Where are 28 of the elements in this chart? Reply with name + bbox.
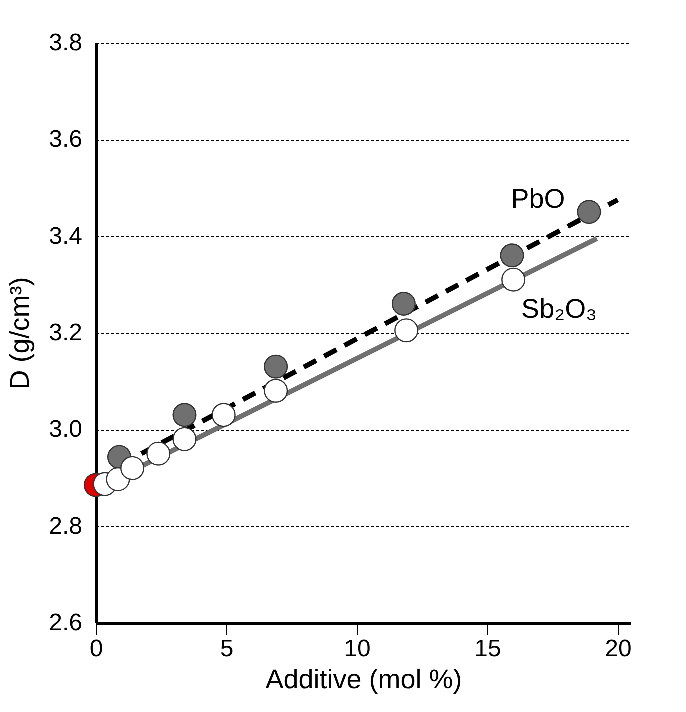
- y-tick-label: 3.6: [49, 126, 82, 154]
- y-tick-label: 3.2: [49, 320, 82, 346]
- y-tick-label: 2.6: [49, 610, 82, 636]
- y-tick-label: 2.8: [49, 512, 82, 540]
- y-tick-label: 3.4: [49, 222, 82, 250]
- point: [146, 442, 171, 466]
- point: [264, 354, 288, 379]
- point: [502, 268, 526, 292]
- point: [172, 403, 197, 428]
- series-label: PbO: [511, 184, 566, 214]
- x-tick-label: 5: [220, 636, 234, 662]
- point: [392, 292, 416, 316]
- y-tick-label: 3.0: [49, 416, 82, 444]
- point: [577, 200, 602, 224]
- point: [212, 403, 236, 428]
- point: [264, 379, 288, 403]
- x-axis-title: Additive (mol %): [266, 664, 462, 694]
- point: [500, 244, 524, 268]
- x-tick-label: 20: [605, 636, 632, 662]
- x-tick-label: 0: [90, 636, 104, 662]
- point: [394, 318, 419, 343]
- series-label: Sb₂O₃: [522, 294, 598, 324]
- x-tick-label: 10: [344, 636, 371, 662]
- y-axis-title: D (g/cm³): [5, 277, 36, 390]
- point: [172, 427, 197, 452]
- x-tick-label: 15: [474, 636, 502, 662]
- y-tick-label: 3.8: [49, 30, 82, 56]
- point: [120, 456, 145, 480]
